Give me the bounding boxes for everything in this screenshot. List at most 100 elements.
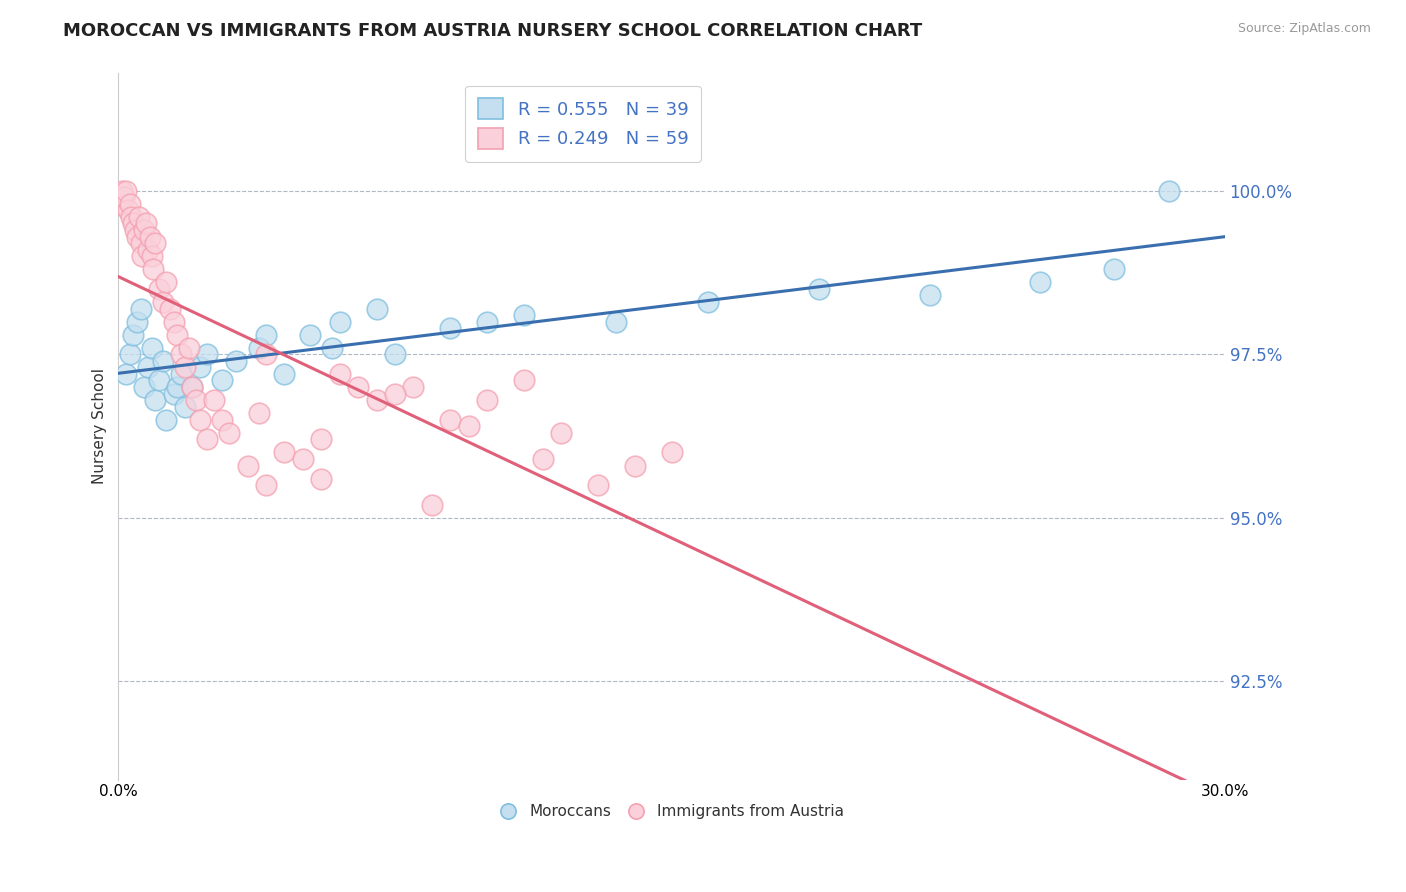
Point: [366, 393, 388, 408]
Point: [623, 458, 645, 473]
Point: [170, 347, 193, 361]
Point: [148, 374, 170, 388]
Point: [309, 472, 332, 486]
Point: [697, 295, 720, 310]
Point: [120, 210, 142, 224]
Legend: Moroccans, Immigrants from Austria: Moroccans, Immigrants from Austria: [494, 797, 851, 825]
Point: [136, 243, 159, 257]
Point: [163, 386, 186, 401]
Text: Source: ZipAtlas.com: Source: ZipAtlas.com: [1237, 22, 1371, 36]
Point: [166, 380, 188, 394]
Point: [163, 315, 186, 329]
Point: [321, 341, 343, 355]
Point: [118, 347, 141, 361]
Point: [143, 393, 166, 408]
Point: [477, 393, 499, 408]
Point: [273, 367, 295, 381]
Point: [309, 433, 332, 447]
Point: [918, 288, 941, 302]
Point: [143, 236, 166, 251]
Point: [117, 203, 139, 218]
Point: [152, 354, 174, 368]
Point: [1029, 276, 1052, 290]
Point: [366, 301, 388, 316]
Y-axis label: Nursery School: Nursery School: [93, 368, 107, 484]
Point: [195, 433, 218, 447]
Point: [291, 452, 314, 467]
Point: [135, 217, 157, 231]
Point: [420, 498, 443, 512]
Point: [299, 327, 322, 342]
Point: [439, 321, 461, 335]
Point: [152, 295, 174, 310]
Point: [122, 327, 145, 342]
Point: [457, 419, 479, 434]
Point: [513, 308, 536, 322]
Point: [329, 367, 352, 381]
Point: [661, 445, 683, 459]
Point: [184, 393, 207, 408]
Point: [170, 367, 193, 381]
Point: [225, 354, 247, 368]
Point: [254, 347, 277, 361]
Point: [247, 341, 270, 355]
Point: [1159, 184, 1181, 198]
Point: [211, 374, 233, 388]
Point: [347, 380, 370, 394]
Point: [195, 347, 218, 361]
Point: [173, 400, 195, 414]
Point: [247, 406, 270, 420]
Point: [550, 425, 572, 440]
Point: [111, 184, 134, 198]
Point: [141, 341, 163, 355]
Point: [155, 276, 177, 290]
Point: [273, 445, 295, 459]
Point: [114, 184, 136, 198]
Point: [531, 452, 554, 467]
Point: [166, 327, 188, 342]
Point: [125, 229, 148, 244]
Point: [122, 217, 145, 231]
Point: [181, 380, 204, 394]
Point: [808, 282, 831, 296]
Point: [131, 249, 153, 263]
Point: [254, 478, 277, 492]
Point: [125, 315, 148, 329]
Point: [129, 236, 152, 251]
Point: [159, 301, 181, 316]
Point: [181, 380, 204, 394]
Point: [155, 413, 177, 427]
Point: [477, 315, 499, 329]
Point: [1102, 262, 1125, 277]
Point: [148, 282, 170, 296]
Point: [211, 413, 233, 427]
Point: [254, 327, 277, 342]
Point: [329, 315, 352, 329]
Point: [118, 197, 141, 211]
Point: [384, 386, 406, 401]
Point: [110, 197, 132, 211]
Point: [188, 360, 211, 375]
Point: [236, 458, 259, 473]
Point: [134, 223, 156, 237]
Point: [139, 229, 162, 244]
Point: [188, 413, 211, 427]
Point: [136, 360, 159, 375]
Point: [439, 413, 461, 427]
Text: MOROCCAN VS IMMIGRANTS FROM AUSTRIA NURSERY SCHOOL CORRELATION CHART: MOROCCAN VS IMMIGRANTS FROM AUSTRIA NURS…: [63, 22, 922, 40]
Point: [402, 380, 425, 394]
Point: [384, 347, 406, 361]
Point: [586, 478, 609, 492]
Point: [129, 301, 152, 316]
Point: [173, 360, 195, 375]
Point: [218, 425, 240, 440]
Point: [142, 262, 165, 277]
Point: [124, 223, 146, 237]
Point: [605, 315, 627, 329]
Point: [112, 190, 135, 204]
Point: [128, 210, 150, 224]
Point: [202, 393, 225, 408]
Point: [134, 380, 156, 394]
Point: [114, 367, 136, 381]
Point: [141, 249, 163, 263]
